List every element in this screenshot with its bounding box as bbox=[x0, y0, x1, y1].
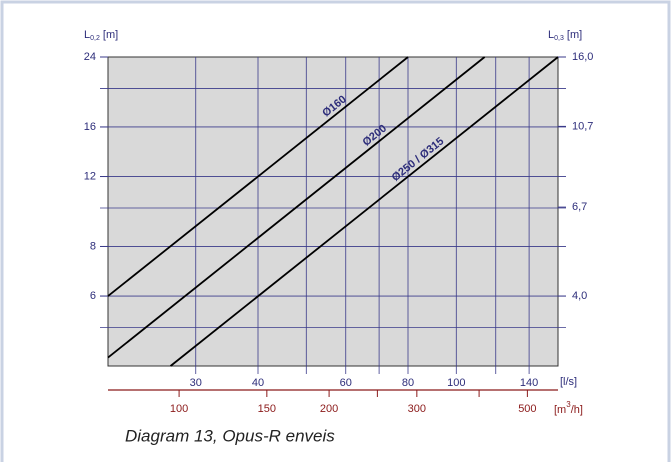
x2-tick-label: 200 bbox=[320, 403, 338, 415]
series-line bbox=[107, 56, 409, 297]
x-tick-label: 40 bbox=[252, 377, 264, 389]
series-line bbox=[107, 56, 486, 359]
caption: Diagram 13, Opus-R enveis bbox=[125, 426, 335, 445]
x2-tick-label: 300 bbox=[408, 403, 426, 415]
x2-axis-unit: [m3/h] bbox=[554, 400, 583, 416]
y2-tick-label: 16,0 bbox=[572, 51, 593, 63]
x-tick-label: 30 bbox=[190, 377, 202, 389]
y-tick-label: 6 bbox=[90, 290, 96, 302]
x-axis-unit: [l/s] bbox=[560, 376, 577, 388]
x2-tick-label: 150 bbox=[258, 403, 276, 415]
y2-axis-label: L0,3 [m] bbox=[548, 29, 582, 42]
y2-tick-label: 10,7 bbox=[572, 120, 593, 132]
y-axis-label: L0,2 [m] bbox=[84, 29, 118, 42]
x-tick-label: 140 bbox=[520, 377, 538, 389]
y-tick-label: 12 bbox=[84, 170, 96, 182]
plot-area bbox=[107, 56, 559, 367]
y2-tick-label: 4,0 bbox=[572, 290, 587, 302]
y-tick-label: 16 bbox=[84, 121, 96, 133]
x-tick-label: 60 bbox=[340, 377, 352, 389]
x2-tick-label: 500 bbox=[518, 403, 536, 415]
x2-tick-label: 100 bbox=[170, 403, 188, 415]
x-tick-label: 100 bbox=[447, 377, 465, 389]
y-tick-label: 24 bbox=[84, 51, 96, 63]
series-line bbox=[169, 56, 559, 367]
y-tick-label: 8 bbox=[90, 240, 96, 252]
y2-tick-label: 6,7 bbox=[572, 201, 587, 213]
x-tick-label: 80 bbox=[402, 377, 414, 389]
